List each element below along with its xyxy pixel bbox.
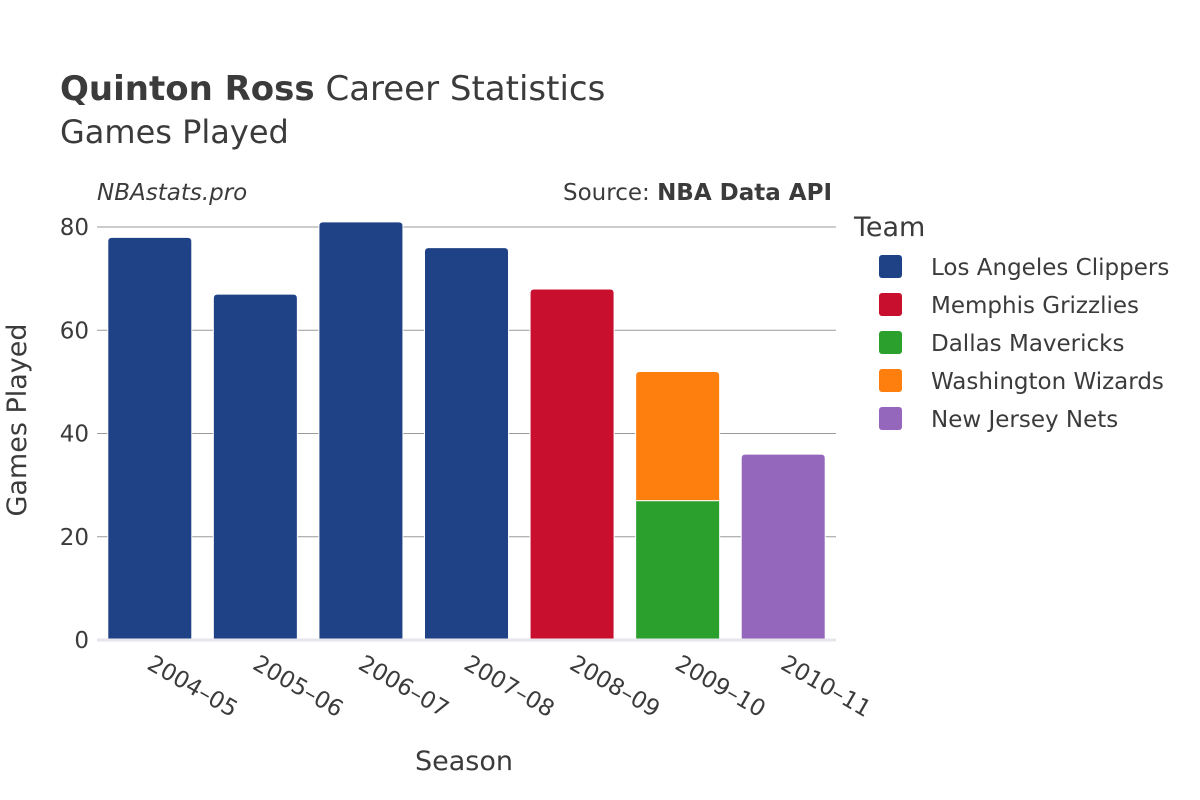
y-tick-label: 0 [74,628,89,654]
y-axis-ticks: 0 20 40 60 80 [60,215,89,654]
legend-swatch [879,369,902,392]
legend: Los Angeles Clippers Memphis Grizzlies Dal… [879,255,1169,433]
bar-los-angeles-clippers-2007–08 [424,247,509,641]
legend-item[interactable]: Washington Wizards [879,369,1164,395]
y-tick-label: 40 [60,422,89,448]
x-tick-label: 2007–08 [460,651,559,723]
bars [107,221,826,641]
legend-swatch [879,255,902,278]
legend-item[interactable]: Memphis Grizzlies [879,293,1139,319]
source-note: Source: NBA Data API [563,180,832,206]
chart-subtitle: Games Played [60,113,289,151]
x-tick-label: 2004–05 [143,651,242,723]
chart-title: Quinton Ross Career Statistics [60,69,605,109]
y-tick-label: 60 [60,318,89,344]
bar-dallas-mavericks-2009–10 [635,500,721,641]
x-axis-label: Season [415,746,513,777]
y-tick-label: 20 [60,525,89,551]
legend-item[interactable]: Dallas Mavericks [879,331,1124,357]
legend-item[interactable]: New Jersey Nets [879,407,1118,433]
y-axis-label: Games Played [2,323,33,516]
x-tick-label: 2006–07 [354,651,453,723]
x-tick-label: 2010–11 [776,651,875,723]
y-tick-label: 80 [60,215,89,241]
legend-swatch [879,331,902,354]
legend-label: Dallas Mavericks [931,331,1124,357]
bar-memphis-grizzlies-2008–09 [529,288,615,641]
bar-los-angeles-clippers-2004–05 [107,236,193,641]
bar-washington-wizards-2009–10 [635,371,721,502]
bar-los-angeles-clippers-2005–06 [212,293,298,641]
legend-label: New Jersey Nets [931,407,1118,433]
legend-label: Los Angeles Clippers [931,255,1169,281]
legend-label: Memphis Grizzlies [931,293,1139,319]
x-tick-label: 2009–10 [671,651,770,723]
legend-swatch [879,293,902,316]
x-tick-label: 2005–06 [248,651,347,723]
legend-swatch [879,407,902,430]
x-axis-ticks: 2004–05 2005–06 2006–07 2007–08 2008–09 2009–… [143,651,875,723]
legend-label: Washington Wizards [931,369,1164,395]
legend-title: Team [853,212,925,243]
watermark: NBAstats.pro [97,180,247,206]
bar-los-angeles-clippers-2006–07 [318,221,404,641]
bar-new-jersey-nets-2010–11 [740,453,826,641]
legend-item[interactable]: Los Angeles Clippers [879,255,1169,281]
x-tick-label: 2008–09 [565,651,664,723]
